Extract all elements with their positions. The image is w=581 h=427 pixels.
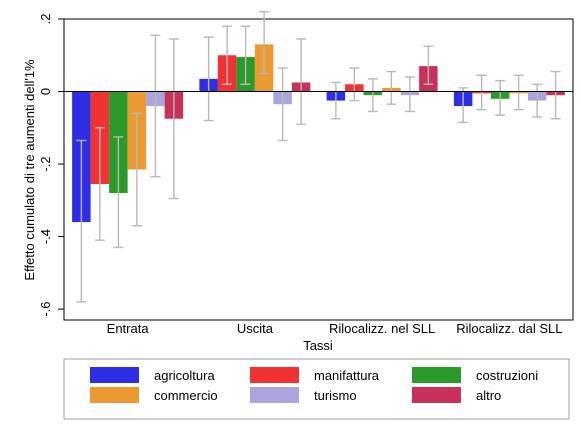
legend-swatch-altro [412,387,461,403]
legend-label-altro: altro [476,388,501,403]
legend-box [63,358,570,420]
x-axis: Entrata Uscita Rilocalizz. nel SLL Rilocali… [107,321,563,336]
x-tick-label: Rilocalizz. nel SLL [329,321,435,336]
plot-frame [63,18,574,321]
legend-label-costruzioni: costruzioni [476,368,538,383]
y-tick-label: 0 [38,88,53,95]
x-tick-label: Rilocalizz. dal SLL [456,321,562,336]
legend-swatch-commercio [90,387,139,403]
error-bars-group [76,11,561,303]
legend-swatch-costruzioni [412,367,461,383]
x-tick-label: Uscita [237,321,274,336]
legend: agricoltura manifattura costruzioni commerc… [90,367,538,403]
x-tick-label: Entrata [107,321,150,336]
y-tick-label: .2 [38,14,53,25]
legend-label-manifattura: manifattura [314,368,380,383]
y-axis-title: Effetto cumulato di tre aumenti dell'1% [22,59,37,281]
legend-label-agricoltura: agricoltura [154,368,215,383]
legend-swatch-turismo [250,387,299,403]
y-tick-label: -.2 [38,156,53,171]
y-axis: .2 0 -.2 -.4 -.6 [38,14,64,317]
legend-swatch-agricoltura [90,367,139,383]
y-tick-label: -.6 [38,302,53,317]
x-axis-title: Tassi [303,338,333,353]
legend-swatch-manifattura [250,367,299,383]
legend-label-turismo: turismo [314,388,357,403]
y-tick-label: -.4 [38,229,53,244]
legend-label-commercio: commercio [154,388,218,403]
